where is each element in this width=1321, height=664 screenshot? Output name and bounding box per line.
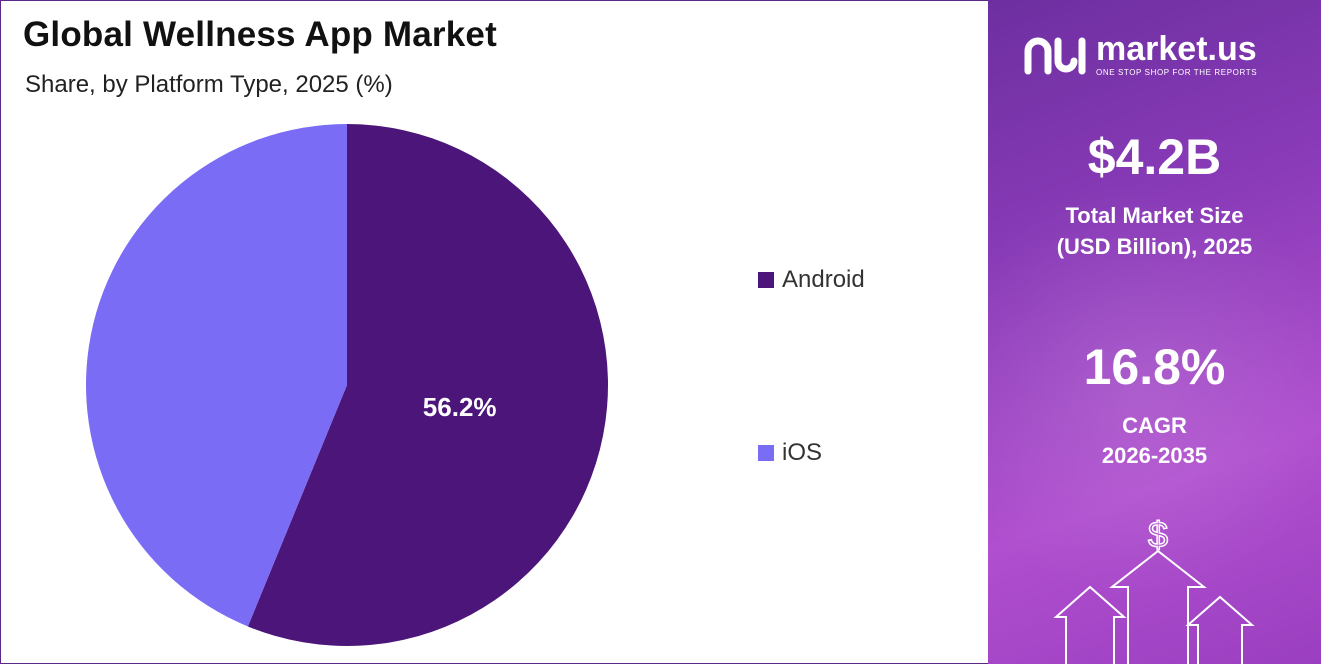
market-size-label-line2: (USD Billion), 2025 (1056, 234, 1253, 259)
legend-item-ios: iOS (758, 439, 822, 467)
market-us-logo-icon (1024, 37, 1086, 74)
legend-item-android: Android (758, 266, 865, 294)
dollar-growth-arrows-icon: $ (1053, 513, 1255, 664)
cagr-label-line2: 2026-2035 (1101, 443, 1208, 468)
brand-logo: market.us ONE STOP SHOP FOR THE REPORTS (1022, 32, 1257, 77)
cagr-label-line1: CAGR (1122, 413, 1187, 438)
data-label-android: 56.2% (423, 392, 497, 422)
brand-tagline: ONE STOP SHOP FOR THE REPORTS (1096, 68, 1258, 77)
cagr-value: 16.8% (1083, 339, 1226, 395)
pie-chart: 56.2% (86, 124, 609, 646)
legend-label-ios: iOS (782, 439, 823, 466)
chart-panel: Global Wellness App Market Share, by Pla… (1, 1, 987, 663)
market-size-label-line1: Total Market Size (1065, 203, 1244, 228)
chart-subtitle: Share, by Platform Type, 2025 (%) (25, 71, 393, 98)
legend-swatch-ios (758, 445, 774, 461)
legend-swatch-android (758, 272, 774, 288)
pie-slice-android (247, 124, 609, 646)
summary-panel: market.us ONE STOP SHOP FOR THE REPORTS … (988, 0, 1321, 664)
chart-title: Global Wellness App Market (23, 15, 497, 54)
market-size-value: $4.2B (1087, 129, 1222, 185)
pie-slice-ios (86, 124, 347, 627)
brand-name: market.us (1096, 30, 1257, 68)
legend-label-android: Android (782, 266, 865, 293)
svg-text:$: $ (1148, 514, 1168, 555)
